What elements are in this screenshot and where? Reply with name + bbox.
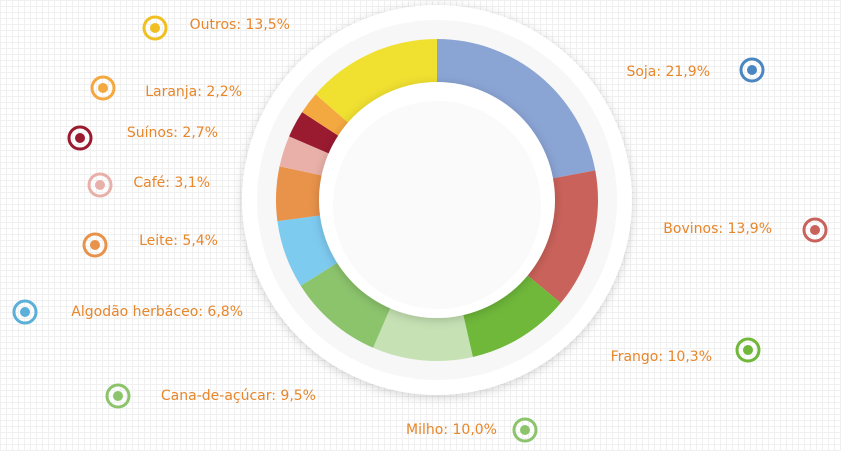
icon	[735, 337, 761, 363]
slice-label: Bovinos: 13,9%	[663, 221, 772, 237]
slice-label: Café: 3,1%	[133, 175, 210, 191]
slice	[300, 253, 398, 348]
slice-label: Leite: 5,4%	[139, 233, 218, 249]
icon-dot	[520, 425, 530, 435]
icon-dot	[20, 307, 30, 317]
icon	[67, 125, 93, 151]
slice-label: Soja: 21,9%	[626, 64, 710, 80]
icon-dot	[95, 180, 105, 190]
icon	[90, 75, 116, 101]
icon-dot	[150, 23, 160, 33]
icon	[87, 172, 113, 198]
icon	[12, 299, 38, 325]
icon-dot	[113, 391, 123, 401]
icon	[82, 232, 108, 258]
slice-label: Frango: 10,3%	[611, 349, 712, 365]
icon-dot	[90, 240, 100, 250]
inner-plate-center	[333, 101, 541, 309]
slice-label: Suínos: 2,7%	[127, 125, 218, 141]
icon	[105, 383, 131, 409]
slice-label: Cana-de-açúcar: 9,5%	[161, 388, 316, 404]
icon	[802, 217, 828, 243]
icon-dot	[743, 345, 753, 355]
icon	[512, 417, 538, 443]
slice-label: Algodão herbáceo: 6,8%	[71, 304, 243, 320]
icon-dot	[747, 65, 757, 75]
slice-label: Laranja: 2,2%	[145, 84, 242, 100]
icon	[739, 57, 765, 83]
slice	[315, 39, 437, 135]
slice-label: Milho: 10,0%	[406, 422, 497, 438]
slice-label: Outros: 13,5%	[190, 17, 290, 33]
icon-dot	[98, 83, 108, 93]
slice	[459, 263, 561, 357]
icon-dot	[810, 225, 820, 235]
slice	[513, 170, 598, 304]
icon-dot	[75, 133, 85, 143]
slice	[437, 39, 596, 182]
icon	[142, 15, 168, 41]
